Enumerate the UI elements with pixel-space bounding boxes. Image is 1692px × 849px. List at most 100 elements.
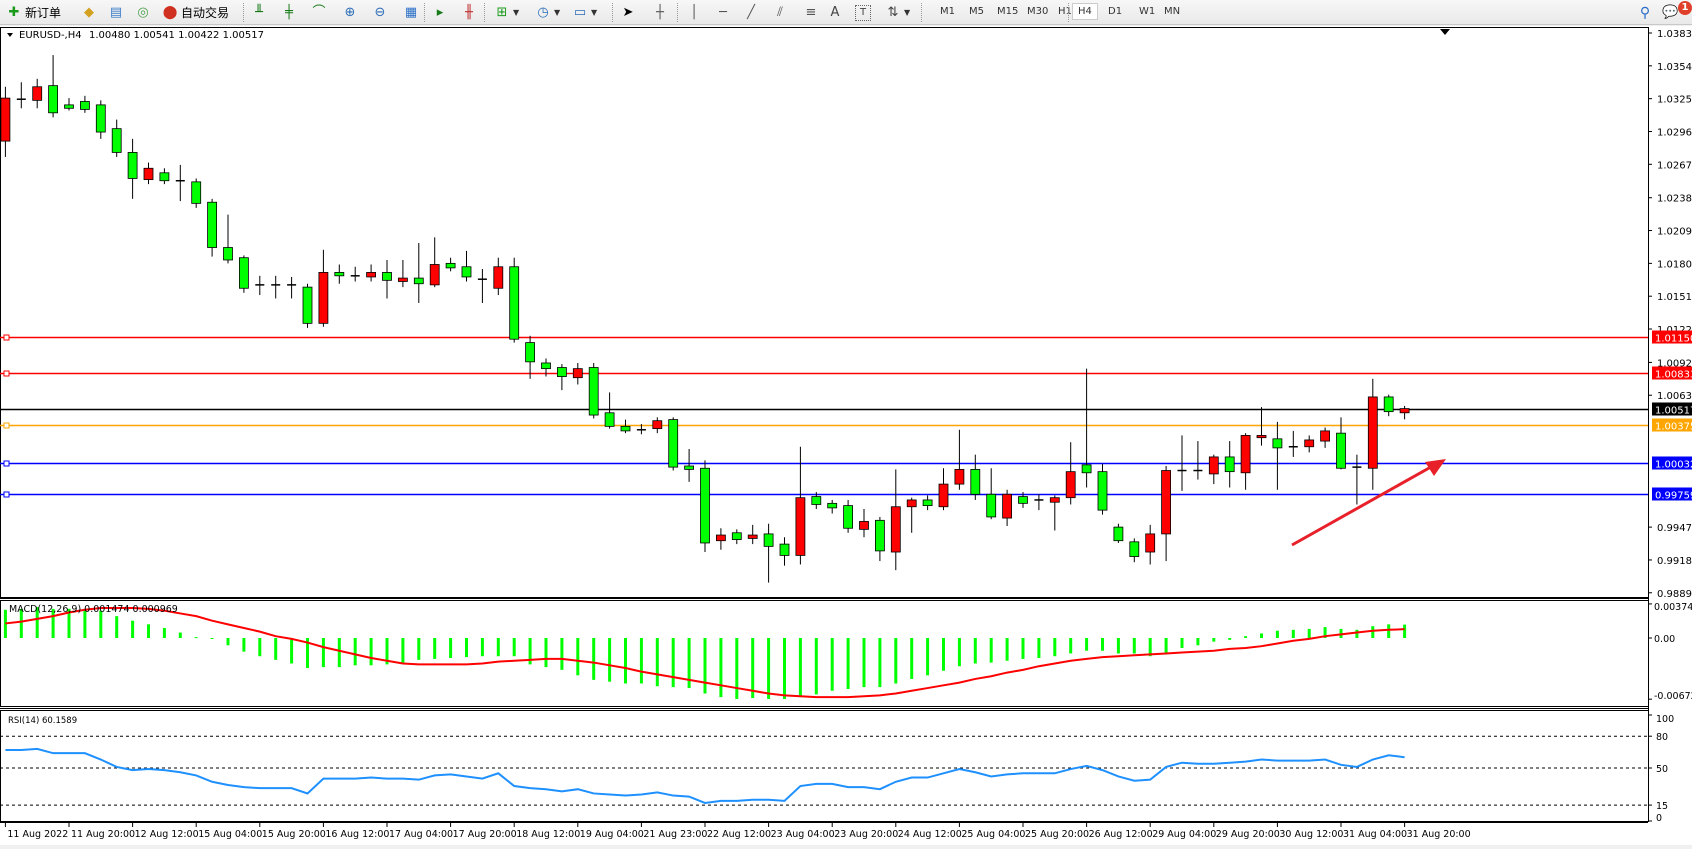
main-chart-panel[interactable] (0, 27, 1649, 598)
templates-button[interactable]: ▭ ▼ (572, 3, 597, 22)
line-chart-button[interactable]: ⌒ (311, 3, 327, 22)
candle-body-bear (159, 172, 170, 182)
timeframe-h1[interactable]: H1 (1058, 6, 1072, 17)
crosshair-button[interactable]: ┼ (652, 3, 668, 22)
chat-button[interactable]: 💬 (1662, 3, 1678, 22)
level-handle[interactable] (3, 422, 10, 429)
candle (1320, 427, 1330, 448)
macd-histogram-bar (1307, 628, 1311, 638)
macd-histogram-bar (290, 638, 294, 664)
text-button[interactable]: A (827, 3, 843, 22)
candle (238, 255, 249, 293)
templates-icon: ▭ (573, 4, 587, 20)
candle-body-bear (95, 104, 106, 133)
candlestick-button[interactable]: ╪ (281, 3, 297, 22)
chart-shift-button[interactable]: ▸ (432, 3, 448, 22)
new-chart-button[interactable]: ⊞ ▼ (494, 3, 520, 22)
level-handle[interactable] (3, 491, 10, 498)
macd-label: MACD(12,26,9) 0.001474 0.000969 (9, 604, 178, 615)
new-order-icon: ✚ (8, 4, 20, 20)
candle-body-bear (827, 502, 838, 509)
candle (588, 362, 599, 419)
candle-body-bull (429, 264, 440, 286)
zoom-out-button[interactable]: ⊖ (372, 3, 388, 22)
text-label-button[interactable]: T (855, 3, 871, 22)
search-button[interactable]: ⚲ (1637, 3, 1653, 22)
candle (271, 275, 281, 299)
time-axis-label: 17 Aug 20:00 (453, 829, 517, 840)
annotation-arrow-line (1291, 461, 1439, 547)
candle-body-bear (604, 412, 615, 427)
candle (763, 523, 774, 583)
macd-panel[interactable] (0, 600, 1649, 707)
macd-histogram-bar (417, 638, 421, 660)
arrows-icon: ⇅ (887, 4, 899, 20)
macd-histogram-bar (1212, 638, 1216, 642)
macd-histogram-bar (687, 638, 691, 689)
rsi-label: RSI(14) 60.1589 (8, 716, 77, 726)
candle (255, 275, 265, 296)
candle (747, 524, 758, 545)
rsi-panel[interactable] (0, 710, 1649, 822)
arrows-button[interactable]: ⇅ ▼ (885, 3, 911, 22)
candle (636, 424, 646, 435)
time-axis-label: 17 Aug 04:00 (389, 829, 453, 840)
zoom-in-button[interactable]: ⊕ (342, 3, 358, 22)
auto-trading-button[interactable]: ⬤ 自动交易 (162, 3, 229, 22)
zoom-out-icon: ⊖ (374, 4, 386, 20)
candle-body-bear (334, 272, 345, 277)
candle-body-bear (1081, 464, 1092, 474)
macd-histogram-bar (608, 638, 612, 682)
vertical-line-button[interactable]: │ (686, 3, 702, 22)
cursor-button[interactable]: ➤ (620, 3, 636, 22)
level-handle[interactable] (3, 334, 10, 341)
level-price-label: 1.00375 (1655, 422, 1692, 433)
candlestick-icon: ╪ (285, 4, 293, 20)
macd-histogram-bar (131, 620, 135, 638)
periods-button[interactable]: ◷ ▼ (535, 3, 560, 22)
timeframe-w1[interactable]: W1 (1139, 6, 1156, 17)
new-order-button[interactable]: ✚ 新订单 (6, 3, 61, 22)
toolbar-separator (612, 3, 614, 22)
candle (175, 164, 185, 202)
candle-body-bear (620, 425, 631, 432)
bar-chart-button[interactable]: ╨ (251, 3, 267, 22)
candle-body-bear (509, 266, 520, 340)
chart-canvas[interactable]: EURUSD-,H4 1.00480 1.00541 1.00422 1.0051… (0, 26, 1692, 845)
candle (1399, 405, 1410, 420)
tile-windows-button[interactable]: ▦ (403, 3, 419, 22)
macd-histogram-bar (194, 637, 198, 639)
timeframe-m1[interactable]: M1 (940, 6, 955, 17)
trendline-button[interactable]: ╱ (743, 3, 759, 22)
horizontal-line-button[interactable]: ─ (715, 3, 731, 22)
candle-body-bull (859, 521, 869, 530)
equidistant-channel-button[interactable]: ⫽ (772, 3, 788, 22)
navigator-button[interactable]: ▤ (108, 3, 124, 22)
timeframe-m30[interactable]: M30 (1027, 6, 1049, 17)
time-axis-label: 21 Aug 23:00 (643, 829, 707, 840)
candle-body-bear (64, 104, 74, 109)
candle (64, 98, 74, 111)
timeframe-d1[interactable]: D1 (1108, 6, 1123, 17)
timeframe-mn[interactable]: MN (1164, 6, 1181, 17)
chevron-down-icon: ▼ (904, 8, 911, 17)
fibonacci-button[interactable]: ≡ (803, 3, 819, 22)
time-axis-label: 24 Aug 12:00 (898, 829, 962, 840)
candle (287, 276, 297, 299)
candle (1097, 463, 1108, 515)
autoscroll-button[interactable]: ╫ (461, 3, 477, 22)
chart-shift-marker-icon[interactable] (1440, 29, 1450, 35)
chart-window[interactable]: EURUSD-,H4 1.00480 1.00541 1.00422 1.0051… (0, 26, 1692, 845)
timeframe-h4[interactable]: H4 (1072, 3, 1098, 20)
timeframe-m15[interactable]: M15 (997, 6, 1019, 17)
timeframe-m5[interactable]: M5 (969, 6, 984, 17)
level-handle[interactable] (3, 370, 10, 377)
macd-histogram-bar (353, 638, 357, 666)
chart-shift-icon: ▸ (436, 4, 444, 20)
macd-histogram-bar (449, 638, 453, 659)
signals-button[interactable]: ◎ (135, 3, 151, 22)
candle-body-bull (1049, 497, 1060, 503)
dropdown-triangle-icon[interactable] (7, 33, 13, 37)
level-handle[interactable] (3, 460, 10, 467)
market-watch-button[interactable]: ◆ (81, 3, 97, 22)
